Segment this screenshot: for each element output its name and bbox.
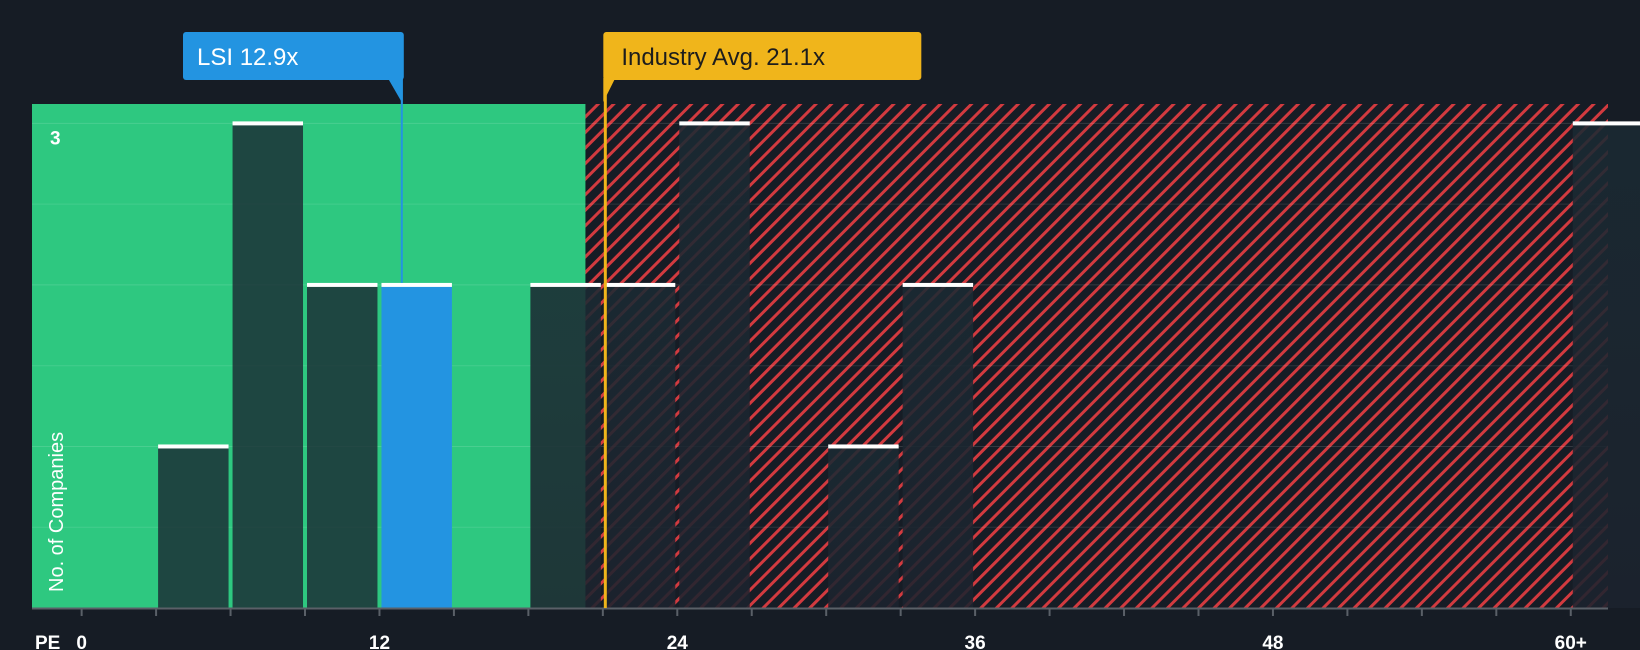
x-tick-label: 24	[667, 633, 689, 650]
industry-avg-pointer	[603, 78, 616, 102]
x-tick-label: 60+	[1555, 633, 1587, 650]
y-tick-label: 3	[50, 128, 61, 149]
bar-cap	[1572, 121, 1640, 126]
industry-avg-callout	[603, 32, 922, 80]
y-axis-label: No. of Companies	[46, 432, 68, 592]
bar-cap	[530, 282, 601, 287]
valuation-zones	[32, 104, 1608, 608]
histogram-bar	[679, 123, 750, 608]
bar-cap	[307, 282, 378, 287]
value-markers: Industry Avg. 21.1x LSI 12.9x	[183, 32, 922, 608]
bar-cap	[828, 444, 899, 449]
bar-cap	[158, 444, 229, 449]
subject-pointer	[387, 78, 403, 104]
subject-label: LSI 12.9x	[197, 44, 298, 71]
bar-cap	[381, 282, 452, 287]
bar-cap	[679, 121, 750, 126]
overvalued-zone	[585, 104, 1608, 608]
industry-avg-label: Industry Avg. 21.1x	[621, 44, 825, 71]
histogram-bar	[307, 284, 378, 608]
x-axis: 0 12 24 36 48 60+	[32, 607, 1608, 650]
subject-bar	[381, 284, 452, 608]
histogram-bar	[530, 284, 601, 608]
histogram-bar	[828, 446, 899, 608]
x-tick-label: 0	[76, 633, 87, 650]
histogram-bar	[1572, 123, 1640, 608]
x-axis-label: PE	[35, 633, 60, 650]
histogram-bar	[604, 284, 676, 608]
x-tick-label: 36	[965, 633, 986, 650]
x-tick-label: 12	[369, 633, 390, 650]
bar-cap	[902, 282, 974, 287]
histogram-bar	[232, 123, 304, 608]
histogram-bars	[158, 121, 1640, 608]
x-tick-label: 48	[1262, 633, 1283, 650]
bar-cap	[604, 282, 676, 287]
histogram-bar	[158, 446, 229, 608]
subject-callout	[183, 32, 404, 80]
histogram-bar	[902, 284, 974, 608]
bar-cap	[232, 121, 304, 126]
